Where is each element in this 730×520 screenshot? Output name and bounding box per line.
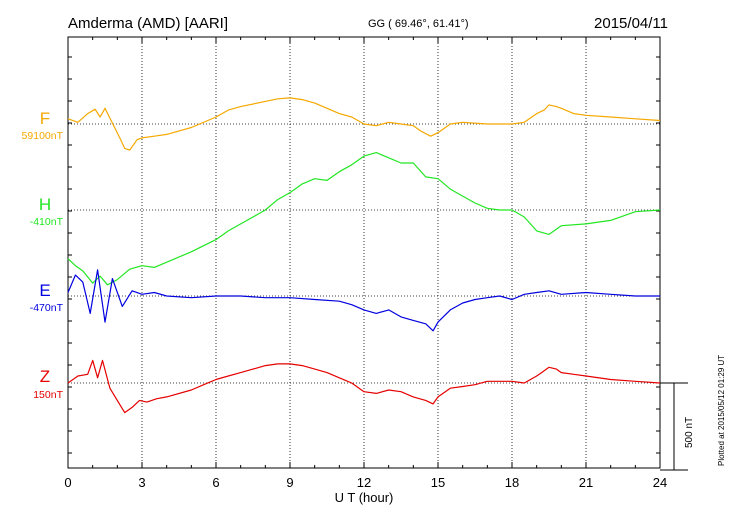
series-baseline-z: 150nT xyxy=(33,389,63,401)
x-tick-labels: 0 3 6 9 12 15 18 21 24 xyxy=(64,475,667,490)
scale-bar: 500 nT xyxy=(660,382,695,471)
series-line-e xyxy=(67,269,660,332)
series-layer xyxy=(67,97,661,414)
series-line-z xyxy=(67,359,661,414)
x-axis-label: U T (hour) xyxy=(335,490,394,505)
grid xyxy=(68,37,660,468)
series-name-f: F xyxy=(40,109,50,128)
series-labels: F 59100nT H -410nT E -470nT Z 150nT xyxy=(22,109,64,401)
series-name-h: H xyxy=(39,195,51,214)
x-tick-label: 12 xyxy=(357,475,371,490)
series-baseline-h: -410nT xyxy=(30,216,64,228)
x-tick-label: 15 xyxy=(431,475,445,490)
plotted-at-note: Plotted at 2015/05/12 01:29 UT xyxy=(717,355,726,466)
x-tick-label: 0 xyxy=(64,475,71,490)
series-name-e: E xyxy=(39,281,50,300)
coords-label: GG ( 69.46°, 61.41°) xyxy=(368,18,469,30)
x-tick-label: 24 xyxy=(653,475,667,490)
x-tick-label: 21 xyxy=(579,475,593,490)
series-name-z: Z xyxy=(40,367,50,386)
x-tick-label: 18 xyxy=(505,475,519,490)
x-tick-label: 9 xyxy=(286,475,293,490)
station-title: Amderma (AMD) [AARI] xyxy=(68,15,228,32)
date-label: 2015/04/11 xyxy=(594,15,668,32)
series-line-h xyxy=(67,152,661,286)
x-tick-label: 6 xyxy=(212,475,219,490)
series-baseline-f: 59100nT xyxy=(22,130,64,142)
ticks xyxy=(67,37,661,468)
scale-bar-label: 500 nT xyxy=(684,417,695,448)
series-baseline-e: -470nT xyxy=(30,302,64,314)
x-tick-label: 3 xyxy=(138,475,145,490)
series-line-f xyxy=(67,97,661,151)
